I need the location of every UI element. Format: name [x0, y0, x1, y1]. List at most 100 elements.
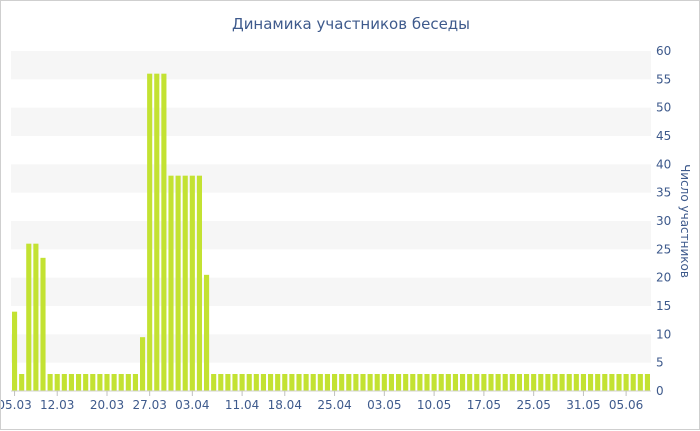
bar[interactable] — [68, 374, 74, 391]
x-tick-label: 20.03 — [90, 398, 124, 412]
bar[interactable] — [196, 175, 202, 391]
bar[interactable] — [417, 374, 423, 391]
bar[interactable] — [47, 374, 53, 391]
bar[interactable] — [26, 243, 32, 391]
bar[interactable] — [573, 374, 579, 391]
bar[interactable] — [289, 374, 295, 391]
bar[interactable] — [154, 73, 160, 392]
bar[interactable] — [161, 73, 167, 392]
bar[interactable] — [282, 374, 288, 391]
bar[interactable] — [140, 337, 146, 391]
bar[interactable] — [353, 374, 359, 391]
bar[interactable] — [495, 374, 501, 391]
bar[interactable] — [225, 374, 231, 391]
bar[interactable] — [346, 374, 352, 391]
bar[interactable] — [445, 374, 451, 391]
bar[interactable] — [559, 374, 565, 391]
bar[interactable] — [410, 374, 416, 391]
bar[interactable] — [545, 374, 551, 391]
bar[interactable] — [125, 374, 131, 391]
bar[interactable] — [147, 73, 153, 392]
bar[interactable] — [118, 374, 124, 391]
bar[interactable] — [609, 374, 615, 391]
bar[interactable] — [488, 374, 494, 391]
bar[interactable] — [204, 274, 210, 391]
bar[interactable] — [168, 175, 174, 391]
bar[interactable] — [388, 374, 394, 391]
y-tick-label: 10 — [656, 327, 671, 341]
bar[interactable] — [260, 374, 266, 391]
bar[interactable] — [97, 374, 103, 391]
bar[interactable] — [602, 374, 608, 391]
y-tick-label: 50 — [656, 101, 671, 115]
bar[interactable] — [303, 374, 309, 391]
bar[interactable] — [616, 374, 622, 391]
bar[interactable] — [438, 374, 444, 391]
bar[interactable] — [481, 374, 487, 391]
bar[interactable] — [566, 374, 572, 391]
bar[interactable] — [381, 374, 387, 391]
bar[interactable] — [268, 374, 274, 391]
bar[interactable] — [403, 374, 409, 391]
bar[interactable] — [54, 374, 60, 391]
bar[interactable] — [310, 374, 316, 391]
bar[interactable] — [424, 374, 430, 391]
bar[interactable] — [524, 374, 530, 391]
bar[interactable] — [324, 374, 330, 391]
bar[interactable] — [644, 374, 650, 391]
bar[interactable] — [104, 374, 110, 391]
bar[interactable] — [275, 374, 281, 391]
x-tick-label: 27.03 — [132, 398, 166, 412]
bar[interactable] — [474, 374, 480, 391]
bar[interactable] — [19, 374, 25, 391]
bar[interactable] — [588, 374, 594, 391]
bar[interactable] — [12, 311, 18, 391]
bar[interactable] — [189, 175, 195, 391]
bar[interactable] — [90, 374, 96, 391]
bar[interactable] — [374, 374, 380, 391]
bar[interactable] — [40, 257, 46, 391]
y-tick-label: 55 — [656, 72, 671, 86]
bar[interactable] — [218, 374, 224, 391]
bar[interactable] — [239, 374, 245, 391]
bar[interactable] — [467, 374, 473, 391]
bar[interactable] — [531, 374, 537, 391]
bar[interactable] — [509, 374, 515, 391]
bar[interactable] — [182, 175, 188, 391]
bar[interactable] — [431, 374, 437, 391]
x-tick-label: 03.04 — [175, 398, 209, 412]
bar[interactable] — [538, 374, 544, 391]
bar[interactable] — [253, 374, 259, 391]
bar[interactable] — [83, 374, 89, 391]
bar[interactable] — [452, 374, 458, 391]
bar[interactable] — [367, 374, 373, 391]
bar[interactable] — [552, 374, 558, 391]
bar[interactable] — [61, 374, 67, 391]
bar[interactable] — [396, 374, 402, 391]
bar[interactable] — [211, 374, 217, 391]
x-tick-label: 03.05 — [367, 398, 401, 412]
bar[interactable] — [332, 374, 338, 391]
bar[interactable] — [111, 374, 117, 391]
grid-band — [11, 107, 651, 136]
bar[interactable] — [132, 374, 138, 391]
bar[interactable] — [175, 175, 181, 391]
bar[interactable] — [232, 374, 238, 391]
bar[interactable] — [317, 374, 323, 391]
bar[interactable] — [33, 243, 39, 391]
bar[interactable] — [595, 374, 601, 391]
bar[interactable] — [580, 374, 586, 391]
bar[interactable] — [76, 374, 82, 391]
bar[interactable] — [623, 374, 629, 391]
bar[interactable] — [502, 374, 508, 391]
bar[interactable] — [360, 374, 366, 391]
bar[interactable] — [339, 374, 345, 391]
bar[interactable] — [246, 374, 252, 391]
bar[interactable] — [460, 374, 466, 391]
y-tick-label: 45 — [656, 129, 671, 143]
bar[interactable] — [296, 374, 302, 391]
bar[interactable] — [630, 374, 636, 391]
bar[interactable] — [516, 374, 522, 391]
bar[interactable] — [637, 374, 643, 391]
